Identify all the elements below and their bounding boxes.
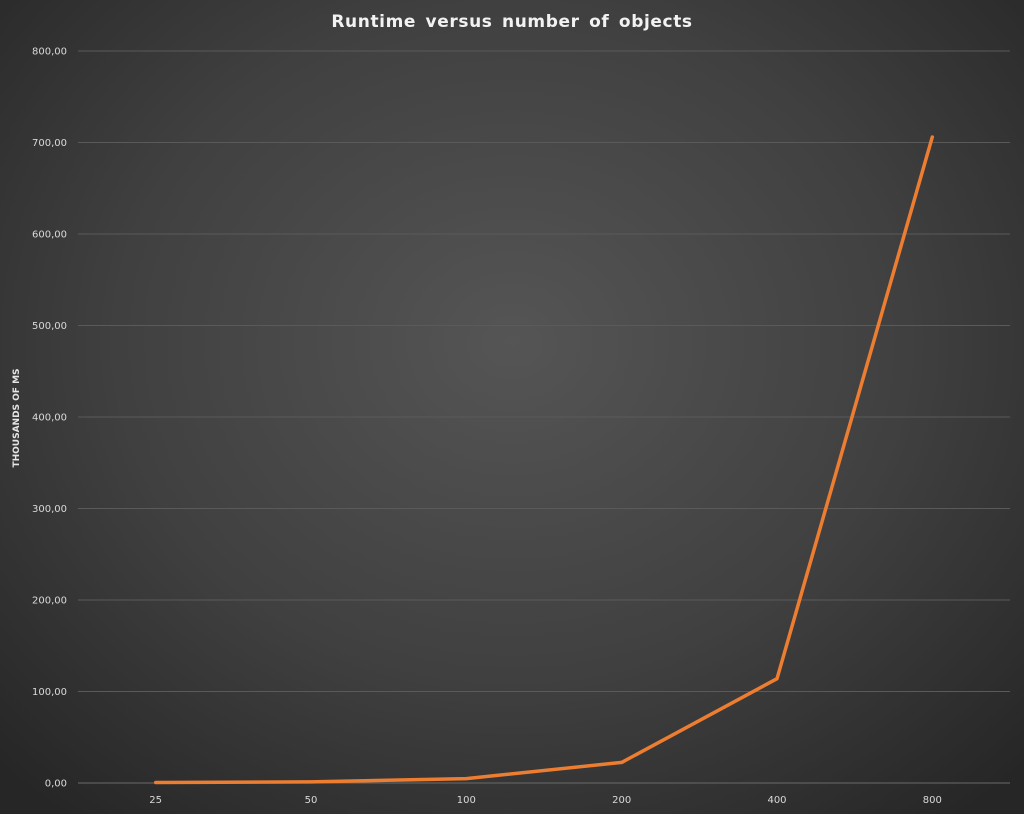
y-tick-label: 200,00 xyxy=(32,596,67,607)
x-tick-label: 50 xyxy=(305,795,318,806)
data-point xyxy=(464,777,468,781)
x-tick-label: 25 xyxy=(149,795,162,806)
x-tick-label: 100 xyxy=(457,795,476,806)
x-tick-label: 800 xyxy=(923,795,942,806)
y-tick-label: 600,00 xyxy=(32,230,67,241)
y-tick-label: 500,00 xyxy=(32,321,67,332)
data-point xyxy=(930,135,934,139)
series-line xyxy=(153,135,935,785)
data-point xyxy=(309,780,313,784)
y-tick-label: 100,00 xyxy=(32,687,67,698)
data-point xyxy=(154,781,158,785)
data-point xyxy=(775,677,779,681)
data-point xyxy=(620,760,624,764)
chart-title: Runtime versus number of objects xyxy=(331,12,693,32)
y-tick-label: 0,00 xyxy=(45,779,67,790)
x-tick-label: 200 xyxy=(612,795,631,806)
y-tick-label: 700,00 xyxy=(32,138,67,149)
y-tick-label: 300,00 xyxy=(32,504,67,515)
y-tick-label: 800,00 xyxy=(32,47,67,58)
y-tick-label: 400,00 xyxy=(32,413,67,424)
x-tick-label: 400 xyxy=(767,795,786,806)
